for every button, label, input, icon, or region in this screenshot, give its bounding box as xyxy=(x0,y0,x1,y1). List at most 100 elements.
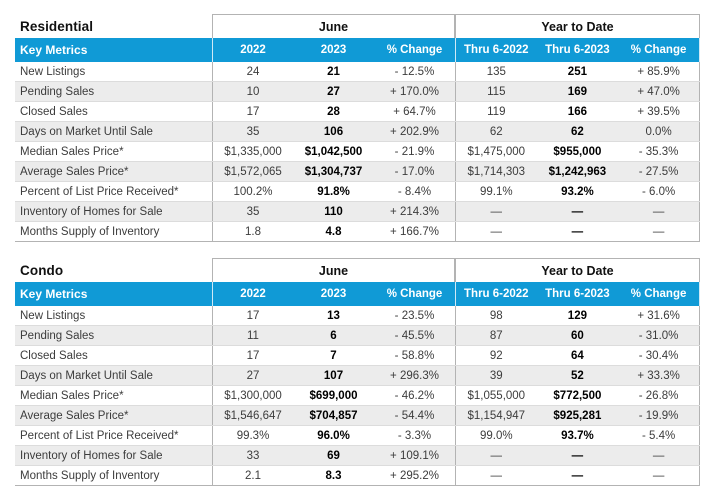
metric-value: $1,300,000 xyxy=(212,386,293,405)
metric-value: 39 xyxy=(455,366,537,385)
table-row: Days on Market Until Sale 27 107 + 296.3% 39… xyxy=(15,366,700,386)
table-row: Median Sales Price* $1,335,000 $1,042,500 -… xyxy=(15,142,700,162)
metric-value: 169 xyxy=(567,85,587,98)
column-header-2022: 2022 xyxy=(212,38,293,62)
metric-label: Percent of List Price Received* xyxy=(20,429,179,442)
metric-value: 64 xyxy=(570,349,584,362)
metric-value: $1,055,000 xyxy=(455,386,537,405)
metric-label: Days on Market Until Sale xyxy=(20,125,153,138)
column-header-ytd-pct-change: % Change xyxy=(618,38,700,62)
metric-value: 17 xyxy=(212,346,293,365)
table-row: Closed Sales 17 7 - 58.8% 92 64 - 30.4% xyxy=(15,346,700,366)
column-header-thru-2023: Thru 6-2023 xyxy=(545,288,610,300)
metric-value: 98 xyxy=(455,306,537,325)
metric-label: Median Sales Price* xyxy=(20,145,124,158)
metric-value: + 214.3% xyxy=(390,205,439,218)
metric-value: + 109.1% xyxy=(390,449,439,462)
metric-value: + 33.3% xyxy=(618,366,700,385)
table-row: New Listings 24 21 - 12.5% 135 251 + 85.9% xyxy=(15,62,700,82)
metric-value: 69 xyxy=(327,449,340,462)
metric-value: 33 xyxy=(212,446,293,465)
metric-value: 35 xyxy=(212,122,293,141)
metric-value: — xyxy=(455,466,537,485)
column-header-row: Key Metrics 2022 2023 % Change Thru 6-20… xyxy=(15,38,700,62)
metric-value: — xyxy=(455,446,537,465)
metric-value: 99.3% xyxy=(212,426,293,445)
table-row: New Listings 17 13 - 23.5% 98 129 + 31.6% xyxy=(15,306,700,326)
metric-value: — xyxy=(571,469,584,482)
column-header-row: Key Metrics 2022 2023 % Change Thru 6-20… xyxy=(15,282,700,306)
table-title-row: Condo June Year to Date xyxy=(15,258,700,282)
metric-value: + 166.7% xyxy=(390,225,439,238)
metric-value: $925,281 xyxy=(553,409,602,422)
metric-value: — xyxy=(455,222,537,241)
table-row: Pending Sales 10 27 + 170.0% 115 169 + 47.0% xyxy=(15,82,700,102)
metric-value: 1.8 xyxy=(212,222,293,241)
metric-value: 166 xyxy=(567,105,587,118)
metric-value: - 12.5% xyxy=(394,65,435,78)
metric-value: 24 xyxy=(212,62,293,81)
metric-value: 4.8 xyxy=(325,225,342,238)
metric-value: — xyxy=(618,466,700,485)
metric-value: 135 xyxy=(455,62,537,81)
metric-value: 115 xyxy=(455,82,537,101)
metric-value: $955,000 xyxy=(553,145,602,158)
metric-value: - 54.4% xyxy=(394,409,435,422)
table-row: Average Sales Price* $1,572,065 $1,304,737… xyxy=(15,162,700,182)
metric-value: 27 xyxy=(212,366,293,385)
metric-value: - 6.0% xyxy=(618,182,700,201)
metric-value: 251 xyxy=(567,65,587,78)
metric-label: Inventory of Homes for Sale xyxy=(20,449,163,462)
metric-value: 2.1 xyxy=(212,466,293,485)
metric-value: $1,546,647 xyxy=(212,406,293,425)
metric-value: 107 xyxy=(323,369,344,382)
metric-value: $704,857 xyxy=(309,409,358,422)
metric-value: — xyxy=(571,205,584,218)
ytd-group-header: Year to Date xyxy=(455,258,700,282)
ytd-group-header: Year to Date xyxy=(455,14,700,38)
metric-value: - 17.0% xyxy=(394,165,435,178)
metric-value: - 45.5% xyxy=(394,329,435,342)
metric-value: - 23.5% xyxy=(394,309,435,322)
month-group-header: June xyxy=(212,258,455,282)
metric-value: 99.0% xyxy=(455,426,537,445)
metric-label: Percent of List Price Received* xyxy=(20,185,179,198)
metric-value: + 295.2% xyxy=(390,469,439,482)
metric-value: — xyxy=(455,202,537,221)
metric-value: + 39.5% xyxy=(618,102,700,121)
metric-value: + 170.0% xyxy=(390,85,439,98)
metric-value: 62 xyxy=(455,122,537,141)
metric-value: 0.0% xyxy=(618,122,700,141)
column-header-2022: 2022 xyxy=(212,282,293,306)
column-header-pct-change: % Change xyxy=(386,44,443,56)
metric-label: Months Supply of Inventory xyxy=(20,225,160,238)
metric-value: + 31.6% xyxy=(618,306,700,325)
table-row: Closed Sales 17 28 + 64.7% 119 166 + 39.5% xyxy=(15,102,700,122)
condo-table: Condo June Year to Date Key Metrics 2022… xyxy=(15,258,700,486)
metric-value: 60 xyxy=(570,329,584,342)
metric-label: Average Sales Price* xyxy=(20,165,129,178)
column-header-ytd-pct-change: % Change xyxy=(618,282,700,306)
metric-value: 17 xyxy=(212,306,293,325)
metric-label: Pending Sales xyxy=(20,329,95,342)
metric-value: 87 xyxy=(455,326,537,345)
metric-value: - 46.2% xyxy=(394,389,435,402)
table-row: Percent of List Price Received* 99.3% 96.0… xyxy=(15,426,700,446)
metric-label: Pending Sales xyxy=(20,85,95,98)
table-row: Inventory of Homes for Sale 35 110 + 214.3%… xyxy=(15,202,700,222)
metric-value: 52 xyxy=(570,369,584,382)
metric-value: 27 xyxy=(327,85,340,98)
metric-label: New Listings xyxy=(20,65,86,78)
metric-value: + 296.3% xyxy=(390,369,439,382)
column-header-thru-2023: Thru 6-2023 xyxy=(545,44,610,56)
month-group-header: June xyxy=(212,14,455,38)
metric-value: 35 xyxy=(212,202,293,221)
metric-value: 11 xyxy=(212,326,293,345)
metric-value: - 35.3% xyxy=(618,142,700,161)
metric-value: 17 xyxy=(212,102,293,121)
metric-value: - 19.9% xyxy=(618,406,700,425)
metric-value: $1,042,500 xyxy=(304,145,363,158)
metric-label: Closed Sales xyxy=(20,105,88,118)
metric-value: + 85.9% xyxy=(618,62,700,81)
metric-value: — xyxy=(571,225,584,238)
